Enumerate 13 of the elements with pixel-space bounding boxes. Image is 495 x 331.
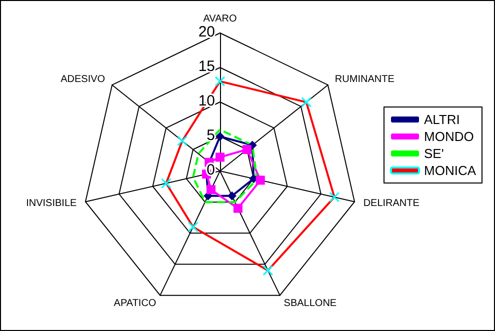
spoke-label: APATICO — [114, 298, 156, 309]
spoke-label: SBALLONE — [284, 298, 337, 309]
spoke-label: ADESIVO — [60, 74, 106, 85]
y-tick-label: 20 — [198, 24, 215, 40]
legend-label: ALTRI — [424, 112, 460, 127]
legend-label: SE' — [424, 146, 444, 161]
spoke-label: DELIRANTE — [363, 198, 420, 210]
y-tick-label: 15 — [198, 58, 215, 75]
legend-label: MONDO — [424, 129, 474, 144]
spoke-label: RUMINANTE — [334, 74, 395, 85]
spoke-label: AVARO — [203, 14, 237, 24]
legend-label: MONICA — [424, 163, 476, 178]
spoke-label: INVISIBILE — [26, 198, 78, 210]
